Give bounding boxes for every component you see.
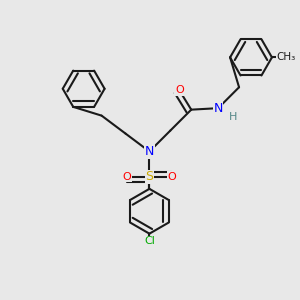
Text: O: O [167, 172, 176, 182]
Text: Cl: Cl [144, 236, 155, 246]
Text: N: N [214, 102, 223, 115]
Text: CH₃: CH₃ [276, 52, 296, 62]
Text: S: S [146, 170, 153, 183]
Text: O: O [175, 85, 184, 95]
Text: O: O [123, 172, 131, 182]
Text: N: N [145, 145, 154, 158]
Text: H: H [229, 112, 237, 122]
